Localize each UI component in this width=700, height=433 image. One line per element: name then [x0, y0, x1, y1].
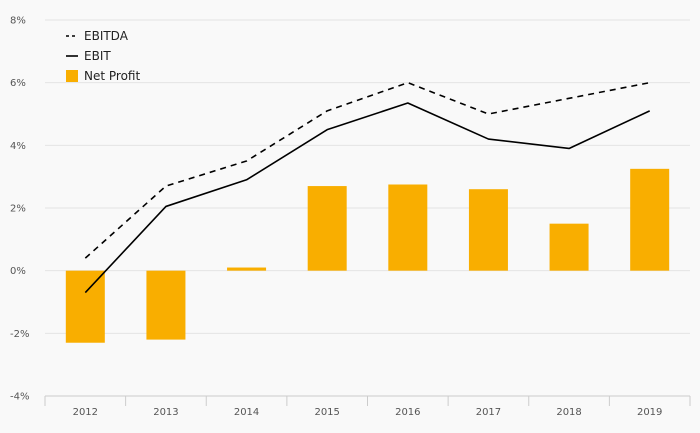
bar — [307, 186, 347, 271]
legend-swatch — [66, 70, 78, 82]
x-tick-label: 2018 — [556, 407, 581, 418]
legend: EBITDA EBIT Net Profit — [66, 29, 140, 83]
x-axis: 2012 2013 2014 2015 2016 2017 2018 2019 — [44, 395, 691, 418]
x-tick-label: 2017 — [476, 407, 501, 418]
y-tick-label: 4% — [10, 141, 26, 152]
bar — [468, 189, 508, 271]
y-tick-label: -2% — [10, 329, 29, 340]
y-tick-label: -4% — [10, 392, 29, 403]
bar — [65, 270, 105, 343]
bar-series — [65, 168, 670, 343]
bar — [146, 270, 186, 340]
legend-label: Net Profit — [84, 69, 140, 83]
y-axis: 8% 6% 4% 2% 0% -2% -4% — [10, 16, 29, 403]
legend-label: EBIT — [84, 49, 111, 63]
x-tick-label: 2015 — [314, 407, 339, 418]
x-tick-label: 2016 — [395, 407, 420, 418]
x-tick-label: 2019 — [637, 407, 662, 418]
series-line-ebitda — [84, 81, 650, 259]
grid-lines — [45, 19, 690, 334]
bar — [388, 184, 428, 271]
x-tick-label: 2012 — [73, 407, 98, 418]
y-tick-label: 2% — [10, 204, 26, 215]
series-line-ebit — [84, 102, 651, 294]
x-tick-label: 2014 — [234, 407, 259, 418]
bar — [227, 267, 267, 271]
bar — [549, 223, 589, 271]
bar — [630, 168, 670, 271]
y-tick-label: 8% — [10, 16, 26, 27]
x-tick-label: 2013 — [153, 407, 178, 418]
y-tick-label: 6% — [10, 78, 26, 89]
y-tick-label: 0% — [10, 266, 26, 277]
legend-label: EBITDA — [84, 29, 129, 43]
line-series — [84, 81, 651, 294]
